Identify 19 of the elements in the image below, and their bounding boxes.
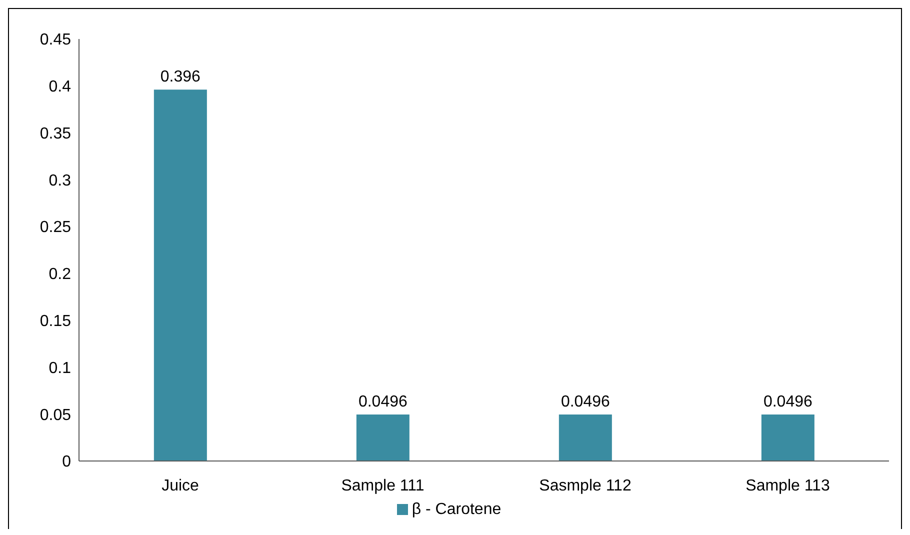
x-tick-label: Juice [162,477,200,494]
y-tick-label: 0.1 [48,360,72,377]
y-tick-label: 0.4 [48,78,72,96]
data-label: 0.0496 [358,393,408,410]
legend-label: β - Carotene [412,501,502,518]
y-tick-label: 0.2 [48,266,72,284]
y-tick-label: 0.05 [40,406,72,424]
x-tick-label: Sample 113 [746,477,830,494]
data-label: 0.396 [160,68,201,86]
y-tick-label: 0 [62,454,72,471]
data-label: 0.0496 [763,393,812,410]
y-tick-label: 0.3 [48,172,72,190]
y-tick-label: 0.35 [40,125,72,142]
y-tick-label: 0.15 [40,313,72,330]
data-label: 0.0496 [560,393,610,410]
y-tick-label: 0.45 [40,32,72,49]
y-tick-label: 0.25 [40,219,72,236]
x-tick-label: Sample 111 [341,477,424,494]
x-tick-label: Sasmple 112 [539,477,632,494]
